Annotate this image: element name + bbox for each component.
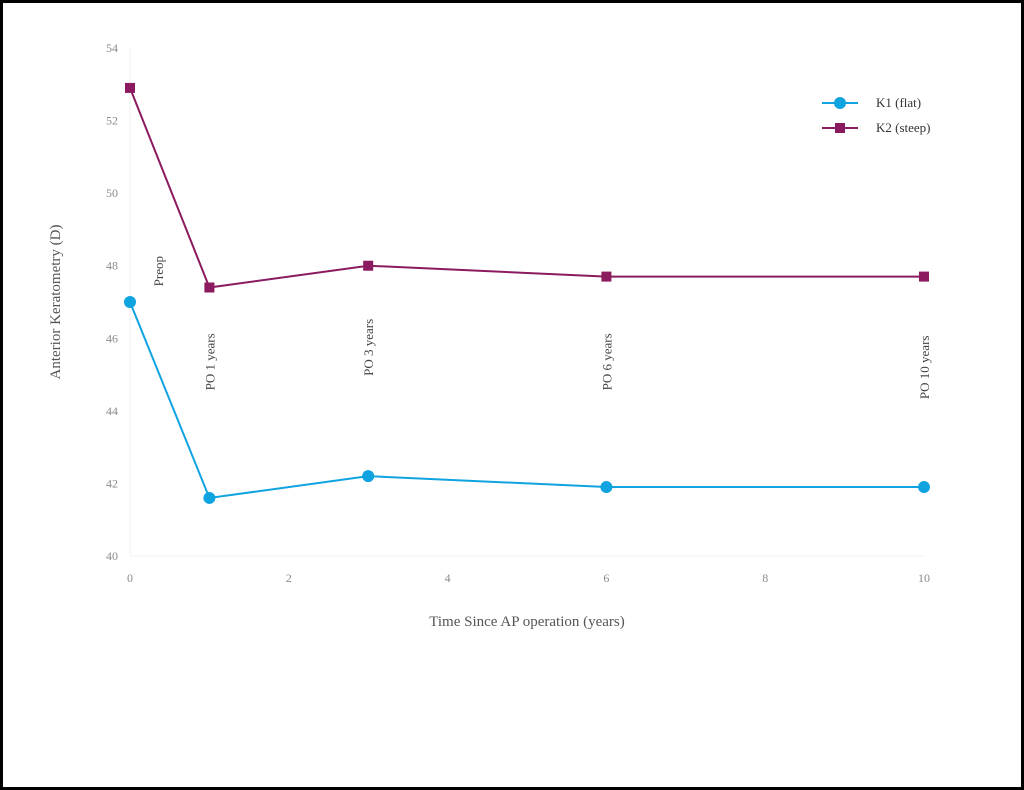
y-axis-title: Anterior Keratometry (D): [48, 225, 64, 380]
data-point-marker: [919, 271, 929, 282]
y-tick-label: 40: [106, 549, 118, 563]
data-point-marker: [918, 481, 930, 494]
x-tick-label: 0: [127, 571, 133, 585]
y-tick-label: 46: [106, 331, 118, 345]
x-tick-label: 2: [286, 571, 292, 585]
y-tick-label: 52: [106, 114, 118, 128]
y-tick-label: 44: [106, 404, 118, 418]
annotation-label: Preop: [151, 256, 166, 286]
x-tick-label: 4: [445, 571, 451, 585]
annotation-label: PO 10 years: [917, 336, 932, 400]
data-point-marker: [125, 82, 135, 93]
series-line-1: [129, 301, 924, 500]
data-point-marker: [601, 271, 612, 282]
legend-label: K2 (steep): [876, 120, 931, 135]
series-line-2: [129, 87, 924, 289]
legend-marker: [835, 123, 845, 133]
legend-label: K1 (flat): [876, 95, 921, 110]
data-point-marker: [362, 470, 375, 483]
data-point-marker: [124, 296, 136, 308]
data-point-marker: [204, 282, 215, 293]
y-tick-label: 42: [106, 476, 118, 490]
data-point-marker: [363, 260, 374, 271]
y-tick-label: 50: [106, 186, 118, 200]
annotation-label: PO 1 years: [202, 333, 217, 390]
annotation-label: PO 6 years: [599, 333, 614, 390]
data-point-marker: [203, 491, 216, 504]
y-tick-label: 48: [106, 259, 118, 273]
x-tick-label: 10: [918, 571, 930, 585]
legend-marker: [834, 97, 846, 109]
y-tick-label: 54: [106, 41, 118, 55]
x-tick-label: 8: [762, 571, 768, 585]
x-axis-title: Time Since AP operation (years): [429, 614, 625, 630]
x-tick-label: 6: [603, 571, 609, 585]
data-point-marker: [600, 481, 613, 494]
annotation-label: PO 3 years: [361, 319, 376, 376]
